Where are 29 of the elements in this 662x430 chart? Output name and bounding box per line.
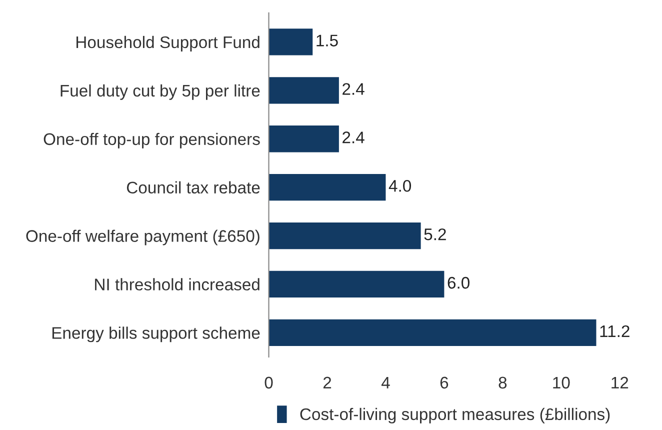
data-label: 2.4 (342, 132, 364, 144)
y-tick-label: Energy bills support scheme (52, 326, 260, 342)
x-tick-label: 0 (264, 376, 273, 389)
x-tick-label: 10 (553, 376, 570, 389)
bar (268, 77, 339, 104)
legend-label: Cost-of-living support measures (£billions) (300, 408, 610, 424)
y-tick-label: Council tax rebate (126, 181, 260, 194)
y-tick-label: NI threshold increased (95, 278, 260, 290)
bar (268, 126, 339, 152)
x-tick-label: 2 (323, 376, 332, 388)
data-label: 4.0 (388, 180, 412, 192)
y-tick-label: One-off top-up for pensioners (44, 132, 260, 148)
y-tick-label: Household Support Fund (76, 36, 260, 52)
bar (268, 270, 444, 298)
y-tick-label: Fuel duty cut by 5p per litre (60, 84, 260, 100)
data-label: 6.0 (448, 276, 470, 289)
bar (268, 222, 421, 250)
x-tick-label: 4 (381, 376, 390, 388)
data-label: 1.5 (316, 34, 338, 46)
x-tick-label: 12 (612, 376, 628, 388)
data-label: 5.2 (424, 228, 446, 240)
y-tick-label: One-off welfare payment (£650) (26, 230, 260, 246)
data-label: 11.2 (600, 325, 630, 337)
x-tick-label: 8 (498, 376, 507, 389)
data-label: 2.4 (342, 83, 364, 95)
bar (268, 174, 386, 201)
x-tick-label: 6 (440, 376, 448, 389)
bar (268, 319, 596, 346)
bar (268, 28, 313, 56)
